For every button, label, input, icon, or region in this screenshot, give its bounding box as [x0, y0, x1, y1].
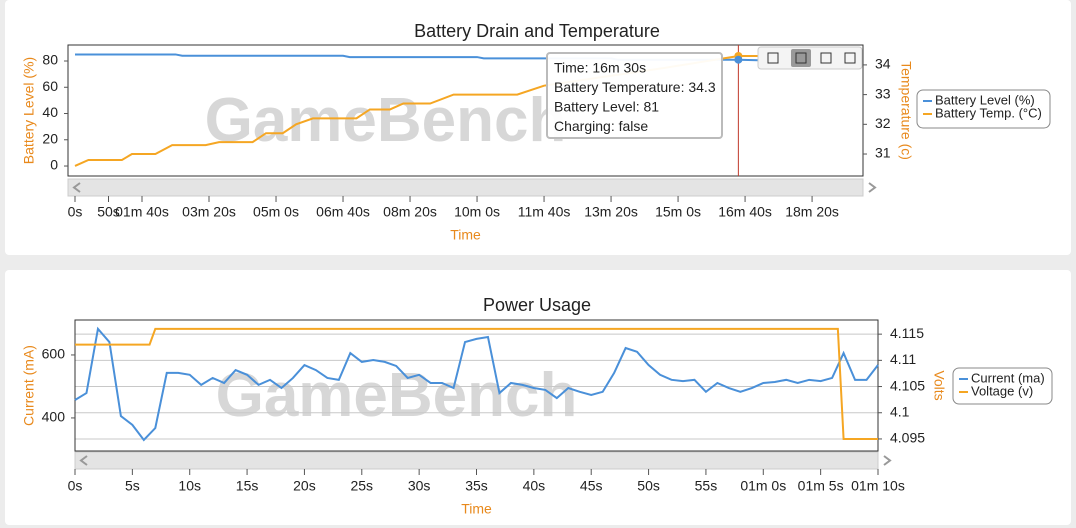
y2-tick-label: 4.095: [890, 430, 925, 446]
x-tick-label: 06m 40s: [316, 204, 370, 220]
x-tick-label: 15s: [236, 478, 259, 494]
chart-title: Battery Drain and Temperature: [414, 21, 660, 41]
x-tick-label: 55s: [695, 478, 718, 494]
y-tick-label: 0: [50, 157, 58, 173]
scrollbar[interactable]: [67, 178, 864, 197]
x-tick-label: 01m 10s: [851, 478, 905, 494]
tooltip-line: Charging: false: [554, 118, 648, 134]
x-tick-label: 30s: [408, 478, 431, 494]
y2-tick-label: 4.1: [890, 403, 910, 419]
y2-tick-label: 31: [875, 145, 891, 161]
x-tick-label: 13m 20s: [584, 204, 638, 220]
plot-frame: [67, 44, 864, 177]
x-tick-label: 40s: [523, 478, 546, 494]
tooltip-line: Battery Temperature: 34.3: [554, 79, 716, 95]
x-tick-label: 45s: [580, 478, 603, 494]
hover-point: [734, 55, 743, 64]
y2-tick-label: 4.105: [890, 377, 925, 393]
legend-box: [916, 89, 1051, 129]
x-axis-title: Time: [450, 227, 481, 243]
x-axis-title: Time: [461, 501, 492, 517]
tool-button[interactable]: [767, 52, 779, 64]
y-tick-label: 40: [42, 104, 58, 120]
tooltip-box: [546, 52, 723, 139]
y2-tick-label: 33: [875, 85, 891, 101]
scroll-arrow-left: [79, 455, 88, 466]
y-tick-label: 20: [42, 130, 58, 146]
y2-tick-label: 4.11: [890, 351, 916, 367]
y-axis-title: Battery Level (%): [21, 57, 37, 164]
scrollbar[interactable]: [74, 451, 879, 470]
legend-label: Current (ma): [971, 370, 1045, 385]
tool-button[interactable]: [844, 52, 856, 64]
tool-active: [791, 49, 811, 67]
x-tick-label: 35s: [465, 478, 488, 494]
x-tick-label: 08m 20s: [383, 204, 437, 220]
chart-title: Power Usage: [483, 295, 591, 315]
y2-tick-label: 32: [875, 115, 891, 131]
x-tick-label: 01m 5s: [798, 478, 844, 494]
y-tick-label: 400: [42, 409, 66, 425]
y-tick-label: 60: [42, 78, 58, 94]
x-tick-label: 01m 40s: [115, 204, 169, 220]
x-tick-label: 01m 0s: [740, 478, 786, 494]
legend-label: Battery Level (%): [935, 92, 1035, 107]
x-tick-label: 20s: [293, 478, 316, 494]
x-tick-label: 15m 0s: [655, 204, 701, 220]
scroll-arrow-left: [72, 182, 81, 193]
y2-tick-label: 34: [875, 56, 891, 72]
x-tick-label: 10m 0s: [454, 204, 500, 220]
tooltip-line: Time: 16m 30s: [554, 60, 646, 76]
y2-axis-title: Volts: [931, 370, 947, 400]
series-line: [74, 54, 790, 167]
x-tick-label: 50s: [97, 204, 120, 220]
legend-box: [952, 367, 1053, 405]
tool-button[interactable]: [820, 52, 832, 64]
x-tick-label: 11m 40s: [518, 204, 571, 220]
legend-label: Voltage (v): [971, 383, 1033, 398]
series-line: [75, 327, 878, 440]
x-tick-label: 18m 20s: [785, 204, 839, 220]
watermark: GameBench: [216, 361, 578, 430]
y-tick-label: 80: [42, 52, 58, 68]
scroll-arrow-right: [883, 455, 892, 466]
legend-label: Battery Temp. (°C): [935, 105, 1042, 120]
tool-button[interactable]: [795, 52, 807, 64]
x-tick-label: 5s: [125, 478, 140, 494]
y2-tick-label: 4.115: [890, 325, 924, 341]
x-tick-label: 05m 0s: [253, 204, 299, 220]
y-axis-title: Current (mA): [21, 345, 37, 426]
y2-axis-title: Temperature (c): [898, 61, 914, 160]
watermark: GameBench: [205, 86, 567, 155]
x-tick-label: 50s: [637, 478, 660, 494]
series-line: [74, 326, 879, 442]
x-tick-label: 16m 40s: [718, 204, 772, 220]
y-tick-label: 600: [42, 346, 66, 362]
scroll-arrow-right: [868, 182, 877, 193]
x-tick-label: 03m 20s: [182, 204, 236, 220]
x-tick-label: 10s: [178, 478, 201, 494]
tooltip-line: Battery Level: 81: [554, 99, 659, 115]
x-tick-label: 25s: [350, 478, 373, 494]
plot-frame: [74, 319, 879, 452]
x-tick-label: 0s: [68, 204, 83, 220]
x-tick-label: 0s: [68, 478, 83, 494]
